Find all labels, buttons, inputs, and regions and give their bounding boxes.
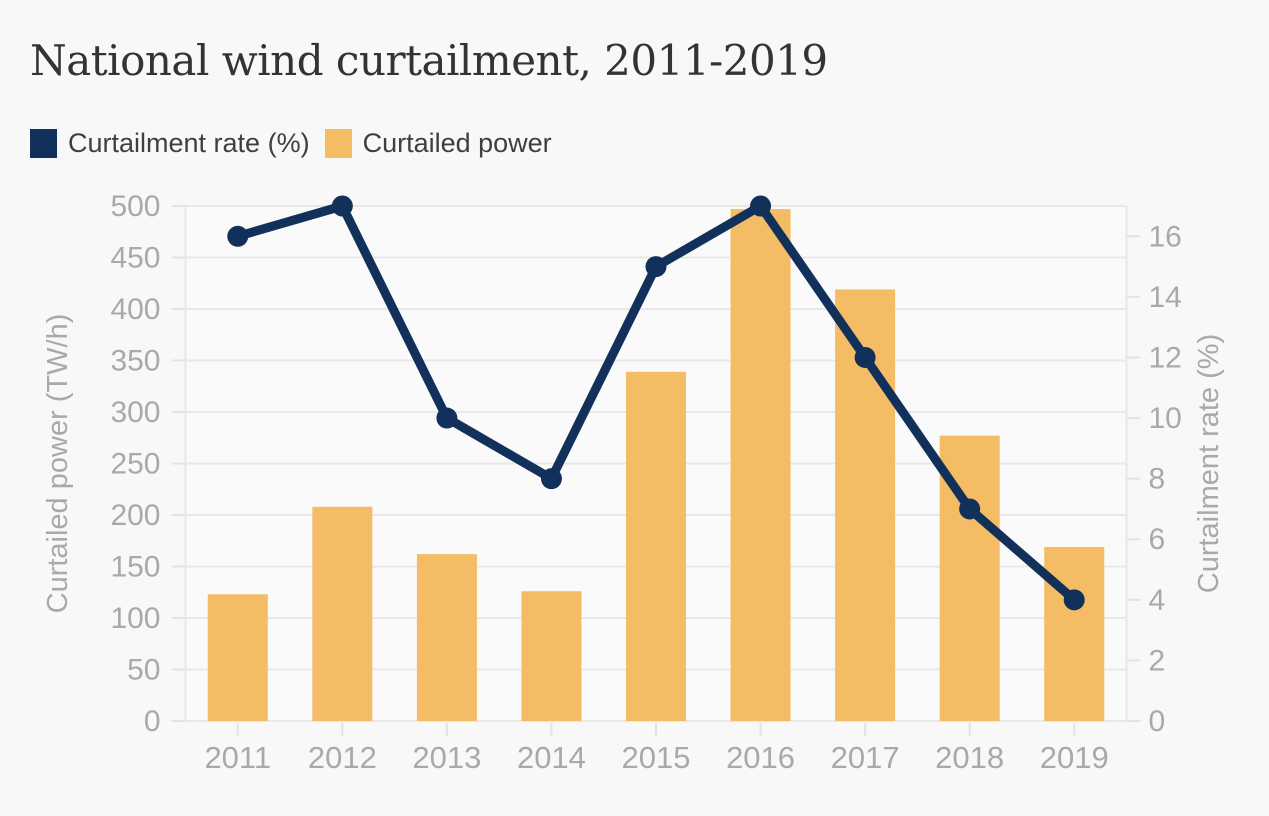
left-axis-tick-label: 400 <box>110 293 160 326</box>
right-axis-tick-label: 2 <box>1149 644 1166 677</box>
x-axis-tick-label: 2011 <box>204 740 271 775</box>
right-axis-tick-label: 4 <box>1149 584 1166 617</box>
right-axis-tick-label: 16 <box>1149 220 1182 253</box>
legend-item-curtailment-rate: Curtailment rate (%) <box>30 129 310 158</box>
bar-2016 <box>730 209 791 721</box>
x-axis-tick-label: 2016 <box>726 740 795 775</box>
left-axis-title: Curtailed power (TW/h) <box>42 314 74 614</box>
bar-2011 <box>207 594 268 721</box>
line-point-2019 <box>1063 589 1085 611</box>
legend-swatch-curtailment-rate <box>30 129 57 158</box>
left-axis-tick-label: 500 <box>110 190 160 223</box>
left-axis-tick-label: 50 <box>127 654 160 687</box>
x-axis-tick-label: 2017 <box>831 740 900 775</box>
right-axis-tick-label: 14 <box>1149 281 1182 314</box>
x-axis-tick-label: 2019 <box>1040 740 1109 775</box>
bar-2013 <box>416 554 477 721</box>
legend-swatch-curtailed-power <box>324 129 352 158</box>
left-axis-tick-label: 200 <box>110 499 160 532</box>
right-axis-tick-label: 8 <box>1149 463 1166 496</box>
line-point-2012 <box>331 195 353 217</box>
x-axis-tick-label: 2018 <box>935 740 1004 775</box>
line-point-2013 <box>436 407 458 429</box>
left-axis-tick-label: 450 <box>110 242 160 275</box>
x-axis-tick-label: 2013 <box>412 740 481 775</box>
bar-2019 <box>1044 546 1105 721</box>
x-axis-tick-label: 2014 <box>517 740 586 775</box>
line-point-2016 <box>750 195 772 217</box>
chart-title: National wind curtailment, 2011-2019 <box>30 36 828 85</box>
x-axis-tick-label: 2012 <box>308 740 377 775</box>
bar-2012 <box>312 506 373 721</box>
bar-2015 <box>626 371 686 721</box>
right-axis-title: Curtailment rate (%) <box>1193 334 1225 593</box>
right-axis-tick-label: 10 <box>1149 402 1182 435</box>
x-axis-tick-label: 2015 <box>622 740 691 775</box>
right-axis-tick-label: 12 <box>1149 341 1182 374</box>
left-axis-tick-label: 100 <box>110 602 160 635</box>
left-axis-tick-label: 300 <box>110 396 160 429</box>
right-axis-tick-label: 0 <box>1149 705 1166 738</box>
bar-2014 <box>521 591 582 721</box>
line-point-2017 <box>854 346 876 368</box>
right-axis-tick-label: 6 <box>1149 523 1166 556</box>
legend-label-curtailment-rate: Curtailment rate (%) <box>68 128 310 158</box>
line-point-2014 <box>540 468 562 490</box>
chart-legend: Curtailment rate (%) Curtailed power <box>30 129 552 158</box>
left-axis-tick-label: 150 <box>110 551 160 584</box>
legend-label-curtailed-power: Curtailed power <box>362 128 552 158</box>
left-axis-tick-label: 350 <box>110 345 160 378</box>
left-axis-tick-label: 250 <box>110 448 160 481</box>
line-point-2018 <box>959 498 981 520</box>
line-point-2011 <box>227 225 249 247</box>
left-axis-tick-label: 0 <box>144 705 161 738</box>
legend-item-curtailed-power: Curtailed power <box>324 128 552 158</box>
line-point-2015 <box>645 256 667 278</box>
